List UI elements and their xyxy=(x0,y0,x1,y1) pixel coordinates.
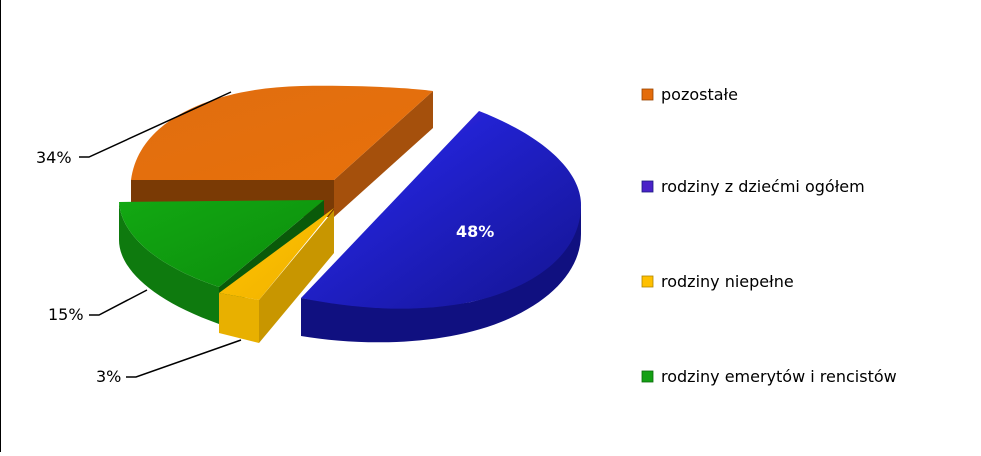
data-label-pozostale: 34% xyxy=(36,148,72,167)
slice-niepelne xyxy=(219,208,334,343)
legend-item-rodziny-z-dziecmi: rodziny z dziećmi ogółem xyxy=(641,177,865,196)
slice-pozostale-top xyxy=(131,85,433,180)
legend-label-rodziny-z-dziecmi: rodziny z dziećmi ogółem xyxy=(661,177,865,196)
leader-line-emeryci xyxy=(89,289,148,316)
slice-niepelne-side xyxy=(259,210,334,343)
legend-swatch-niepelne xyxy=(641,275,654,288)
slice-pozostale-side xyxy=(334,91,433,217)
legend-label-pozostale: pozostałe xyxy=(661,85,738,104)
data-label-rodziny-z-dziecmi: 48% xyxy=(456,222,494,241)
leader-line-niepelne xyxy=(126,339,242,378)
slice-emeryci-top xyxy=(119,200,324,287)
slice-rodziny-z-dziecmi-top xyxy=(301,111,581,309)
data-label-emeryci: 15% xyxy=(48,305,84,324)
legend-item-niepelne: rodziny niepełne xyxy=(641,272,794,291)
data-label-niepelne: 3% xyxy=(96,367,121,386)
legend-item-emeryci: rodziny emerytów i rencistów xyxy=(641,367,897,386)
legend-label-niepelne: rodziny niepełne xyxy=(661,272,794,291)
leader-line-pozostale xyxy=(79,91,232,158)
slice-emeryci-side xyxy=(119,202,219,324)
slice-niepelne-top xyxy=(219,208,334,300)
slice-pozostale xyxy=(131,85,433,217)
slice-rodziny-z-dziecmi xyxy=(301,111,581,343)
legend-item-pozostale: pozostałe xyxy=(641,85,738,104)
legend: pozostałe rodziny z dziećmi ogółem rodzi… xyxy=(641,85,897,386)
legend-swatch-pozostale xyxy=(641,88,654,101)
legend-label-emeryci: rodziny emerytów i rencistów xyxy=(661,367,897,386)
legend-swatch-emeryci xyxy=(641,370,654,383)
legend-swatch-rodziny-z-dziecmi xyxy=(641,180,654,193)
slice-niepelne-front xyxy=(219,293,259,343)
